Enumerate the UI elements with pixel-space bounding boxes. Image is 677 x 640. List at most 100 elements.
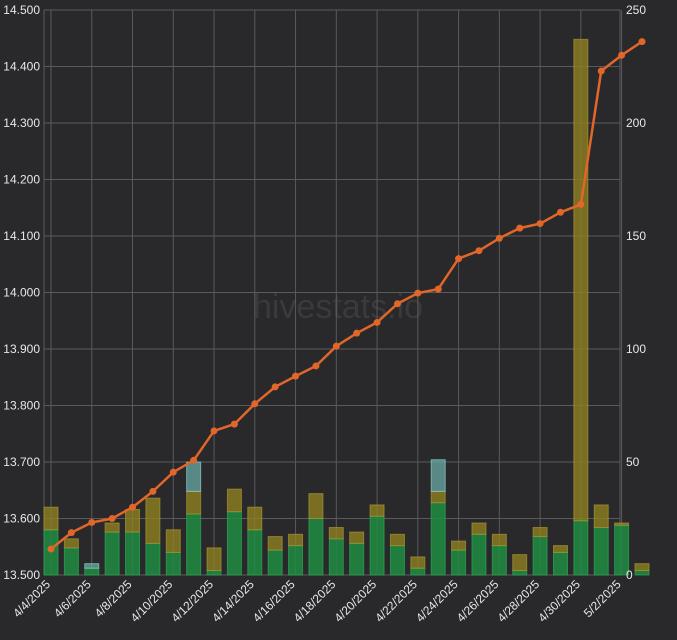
bar-green [552, 551, 568, 576]
bar-olive [145, 497, 161, 544]
bar-olive [593, 504, 609, 529]
bar-olive [451, 540, 467, 551]
x-tick-label: 4/12/2025 [169, 577, 217, 625]
bar-green [186, 513, 202, 576]
bar-green [593, 527, 609, 576]
bar-teal [186, 461, 202, 492]
line-point [108, 515, 116, 522]
line-series [47, 38, 646, 553]
bar-olive [125, 508, 141, 533]
x-tick-label: 4/22/2025 [372, 577, 420, 625]
line-point [516, 224, 524, 232]
y-left-tick-label: 14.100 [3, 229, 40, 243]
bar-green [512, 569, 528, 576]
bar-green [471, 533, 487, 576]
bar-green [430, 502, 446, 576]
x-tick-label: 5/2/2025 [581, 577, 624, 620]
bar-green [104, 531, 120, 576]
line-point [455, 255, 463, 263]
bar-teal [430, 459, 446, 492]
bar-olive [206, 547, 222, 571]
line-point [129, 503, 137, 511]
bar-green [389, 545, 405, 576]
line-point [230, 420, 238, 428]
y-left-tick-label: 13.600 [3, 512, 40, 526]
bar-series [43, 38, 650, 576]
bar-green [491, 545, 507, 576]
bar-olive [43, 506, 59, 531]
y-right-tick-label: 100 [626, 342, 646, 356]
x-tick-label: 4/16/2025 [250, 577, 298, 625]
grid-lines [43, 9, 623, 576]
y-right-tick-label: 0 [626, 568, 633, 582]
bar-green [369, 515, 385, 576]
bar-olive [328, 527, 344, 540]
bar-olive [573, 38, 589, 522]
x-tick-label: 4/30/2025 [535, 577, 583, 625]
bar-green [247, 529, 263, 576]
line-point [332, 342, 340, 350]
bar-green [532, 536, 548, 576]
bar-green [288, 545, 304, 576]
line-point [556, 208, 564, 216]
y-left-tick-label: 14.500 [3, 3, 40, 17]
y-left-tick-label: 14.400 [3, 60, 40, 74]
bar-green [410, 567, 426, 576]
line-point [373, 318, 381, 326]
bar-olive [430, 490, 446, 504]
x-tick-label: 4/26/2025 [454, 577, 502, 625]
bar-green [267, 549, 283, 576]
line-point [271, 383, 279, 391]
y-right-tick-label: 50 [626, 455, 640, 469]
x-tick-label: 4/14/2025 [209, 577, 257, 625]
bar-teal [84, 563, 100, 569]
bar-olive [226, 488, 242, 513]
x-tick-label: 4/28/2025 [495, 577, 543, 625]
x-tick-label: 4/4/2025 [10, 577, 53, 620]
bar-green [165, 551, 181, 576]
bar-olive [471, 522, 487, 535]
line-point [67, 529, 75, 537]
bar-olive [614, 522, 630, 526]
x-tick-label: 4/18/2025 [291, 577, 339, 625]
x-tick-label: 4/10/2025 [128, 577, 176, 625]
line-point [495, 234, 503, 242]
bar-green [84, 567, 100, 576]
bar-green [634, 569, 650, 576]
line-point [434, 285, 442, 293]
x-tick-label: 4/24/2025 [413, 577, 461, 625]
y-right-tick-label: 150 [626, 229, 646, 243]
y-left-tick-label: 13.800 [3, 399, 40, 413]
bar-olive [104, 522, 120, 533]
bar-green [451, 549, 467, 576]
bar-green [206, 569, 222, 576]
line-point [88, 518, 96, 526]
y-left-tick-label: 14.200 [3, 173, 40, 187]
bar-olive [491, 533, 507, 547]
x-tick-label: 4/6/2025 [51, 577, 94, 620]
bar-green [125, 531, 141, 576]
bar-olive [634, 563, 650, 571]
bar-olive [532, 527, 548, 538]
value-line [50, 40, 643, 550]
bar-olive [512, 554, 528, 571]
y-right-tick-label: 250 [626, 3, 646, 17]
bar-olive [288, 533, 304, 547]
bar-green [349, 542, 365, 576]
bar-olive [308, 493, 324, 520]
y-left-tick-label: 13.900 [3, 342, 40, 356]
bar-olive [369, 504, 385, 517]
bar-olive [552, 545, 568, 553]
line-point [292, 372, 300, 380]
line-point [577, 200, 585, 208]
y-left-tick-label: 13.500 [3, 568, 40, 582]
y-left-tick-label: 14.000 [3, 286, 40, 300]
y-left-tick-label: 13.700 [3, 455, 40, 469]
bar-green [308, 518, 324, 576]
bar-green [573, 520, 589, 576]
line-point [393, 300, 401, 308]
bar-olive [247, 506, 263, 531]
line-point [638, 38, 646, 46]
line-point [414, 289, 422, 297]
